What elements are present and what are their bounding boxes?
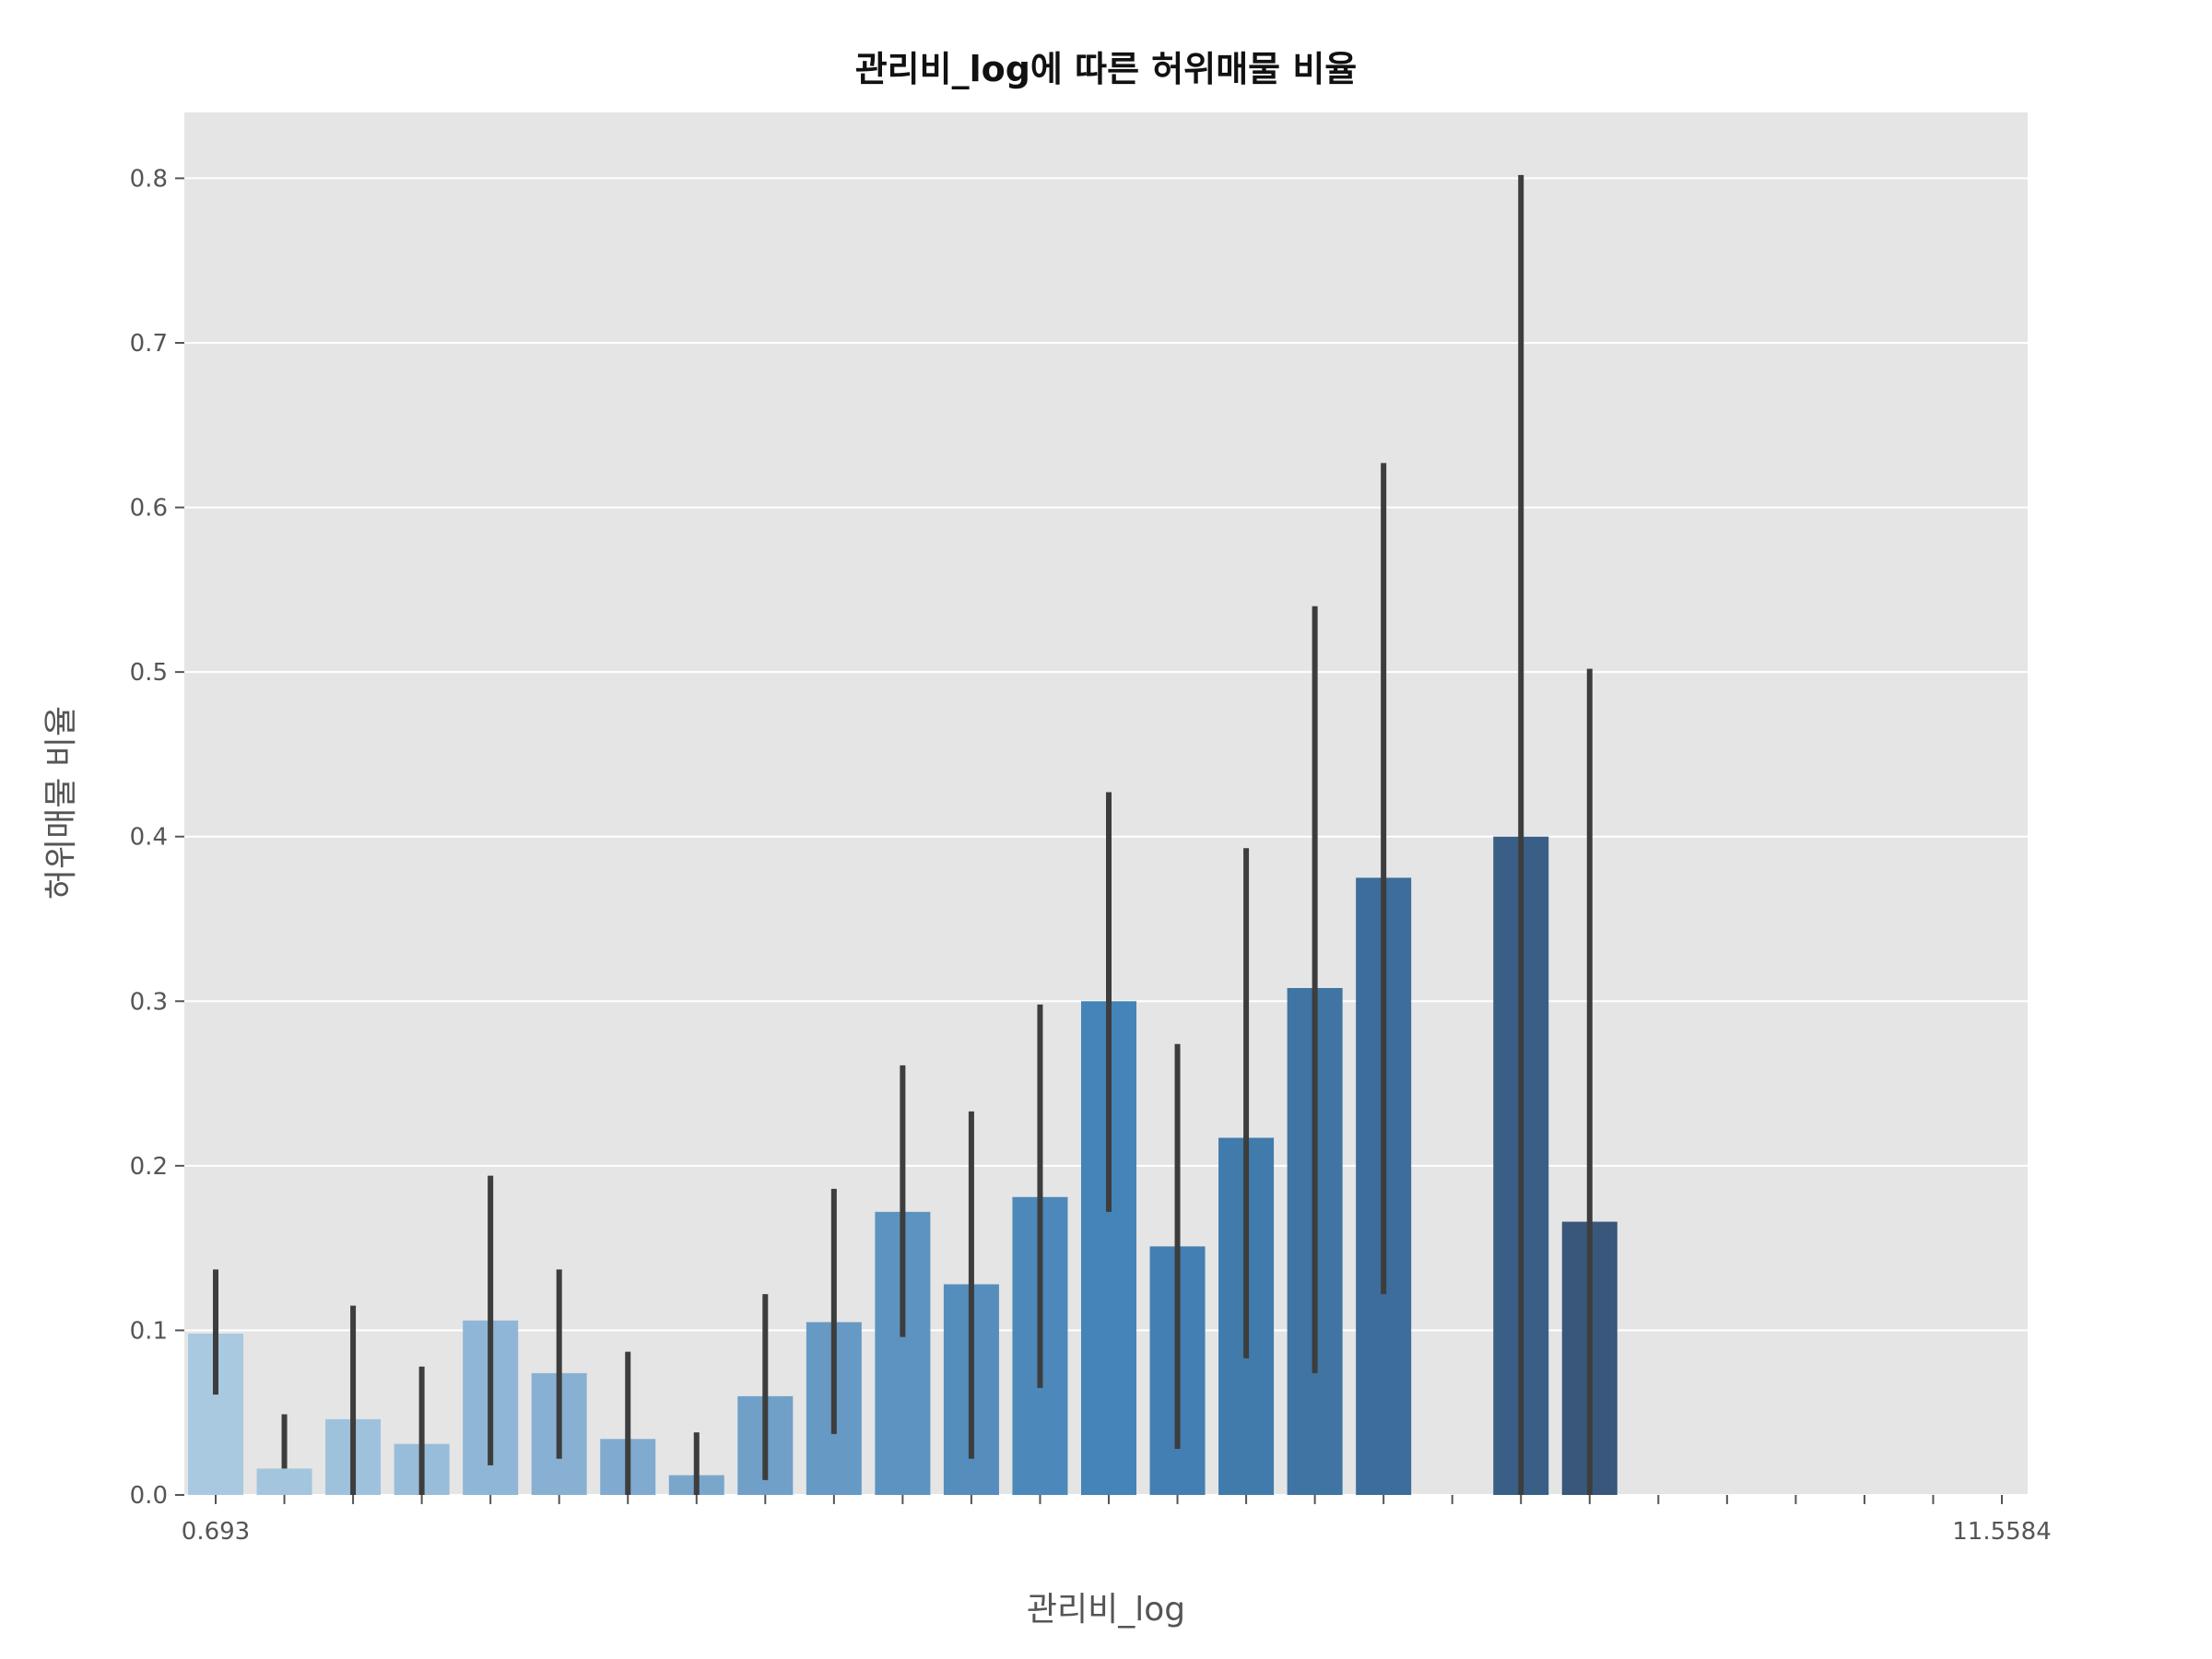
error-bars [213,174,1593,1495]
x-tick-label: 0.693 [182,1518,250,1546]
y-tick-label: 0.0 [130,1482,168,1510]
bar [256,1468,312,1495]
y-tick-label: 0.2 [130,1153,168,1181]
y-tick-label: 0.5 [130,659,168,687]
y-tick-label: 0.7 [130,330,168,358]
y-tick-label: 0.4 [130,824,168,852]
x-axis-label: 관리비_log [1027,1591,1185,1629]
y-axis-ticks: 0.0 0.1 0.2 0.3 0.4 0.5 0.6 0.7 0.8 [130,165,184,1510]
y-axis-label: 허위매물 비율 [42,706,80,900]
y-tick-label: 0.3 [130,988,168,1016]
x-axis-ticks: 0.693 11.5584 [182,1495,2052,1546]
x-tick-label: 11.5584 [1952,1518,2052,1546]
y-tick-label: 0.6 [130,495,168,523]
chart-title: 관리비_log에 따른 허위매물 비율 [855,49,1358,89]
y-tick-label: 0.1 [130,1317,168,1345]
y-tick-label: 0.8 [130,165,168,193]
